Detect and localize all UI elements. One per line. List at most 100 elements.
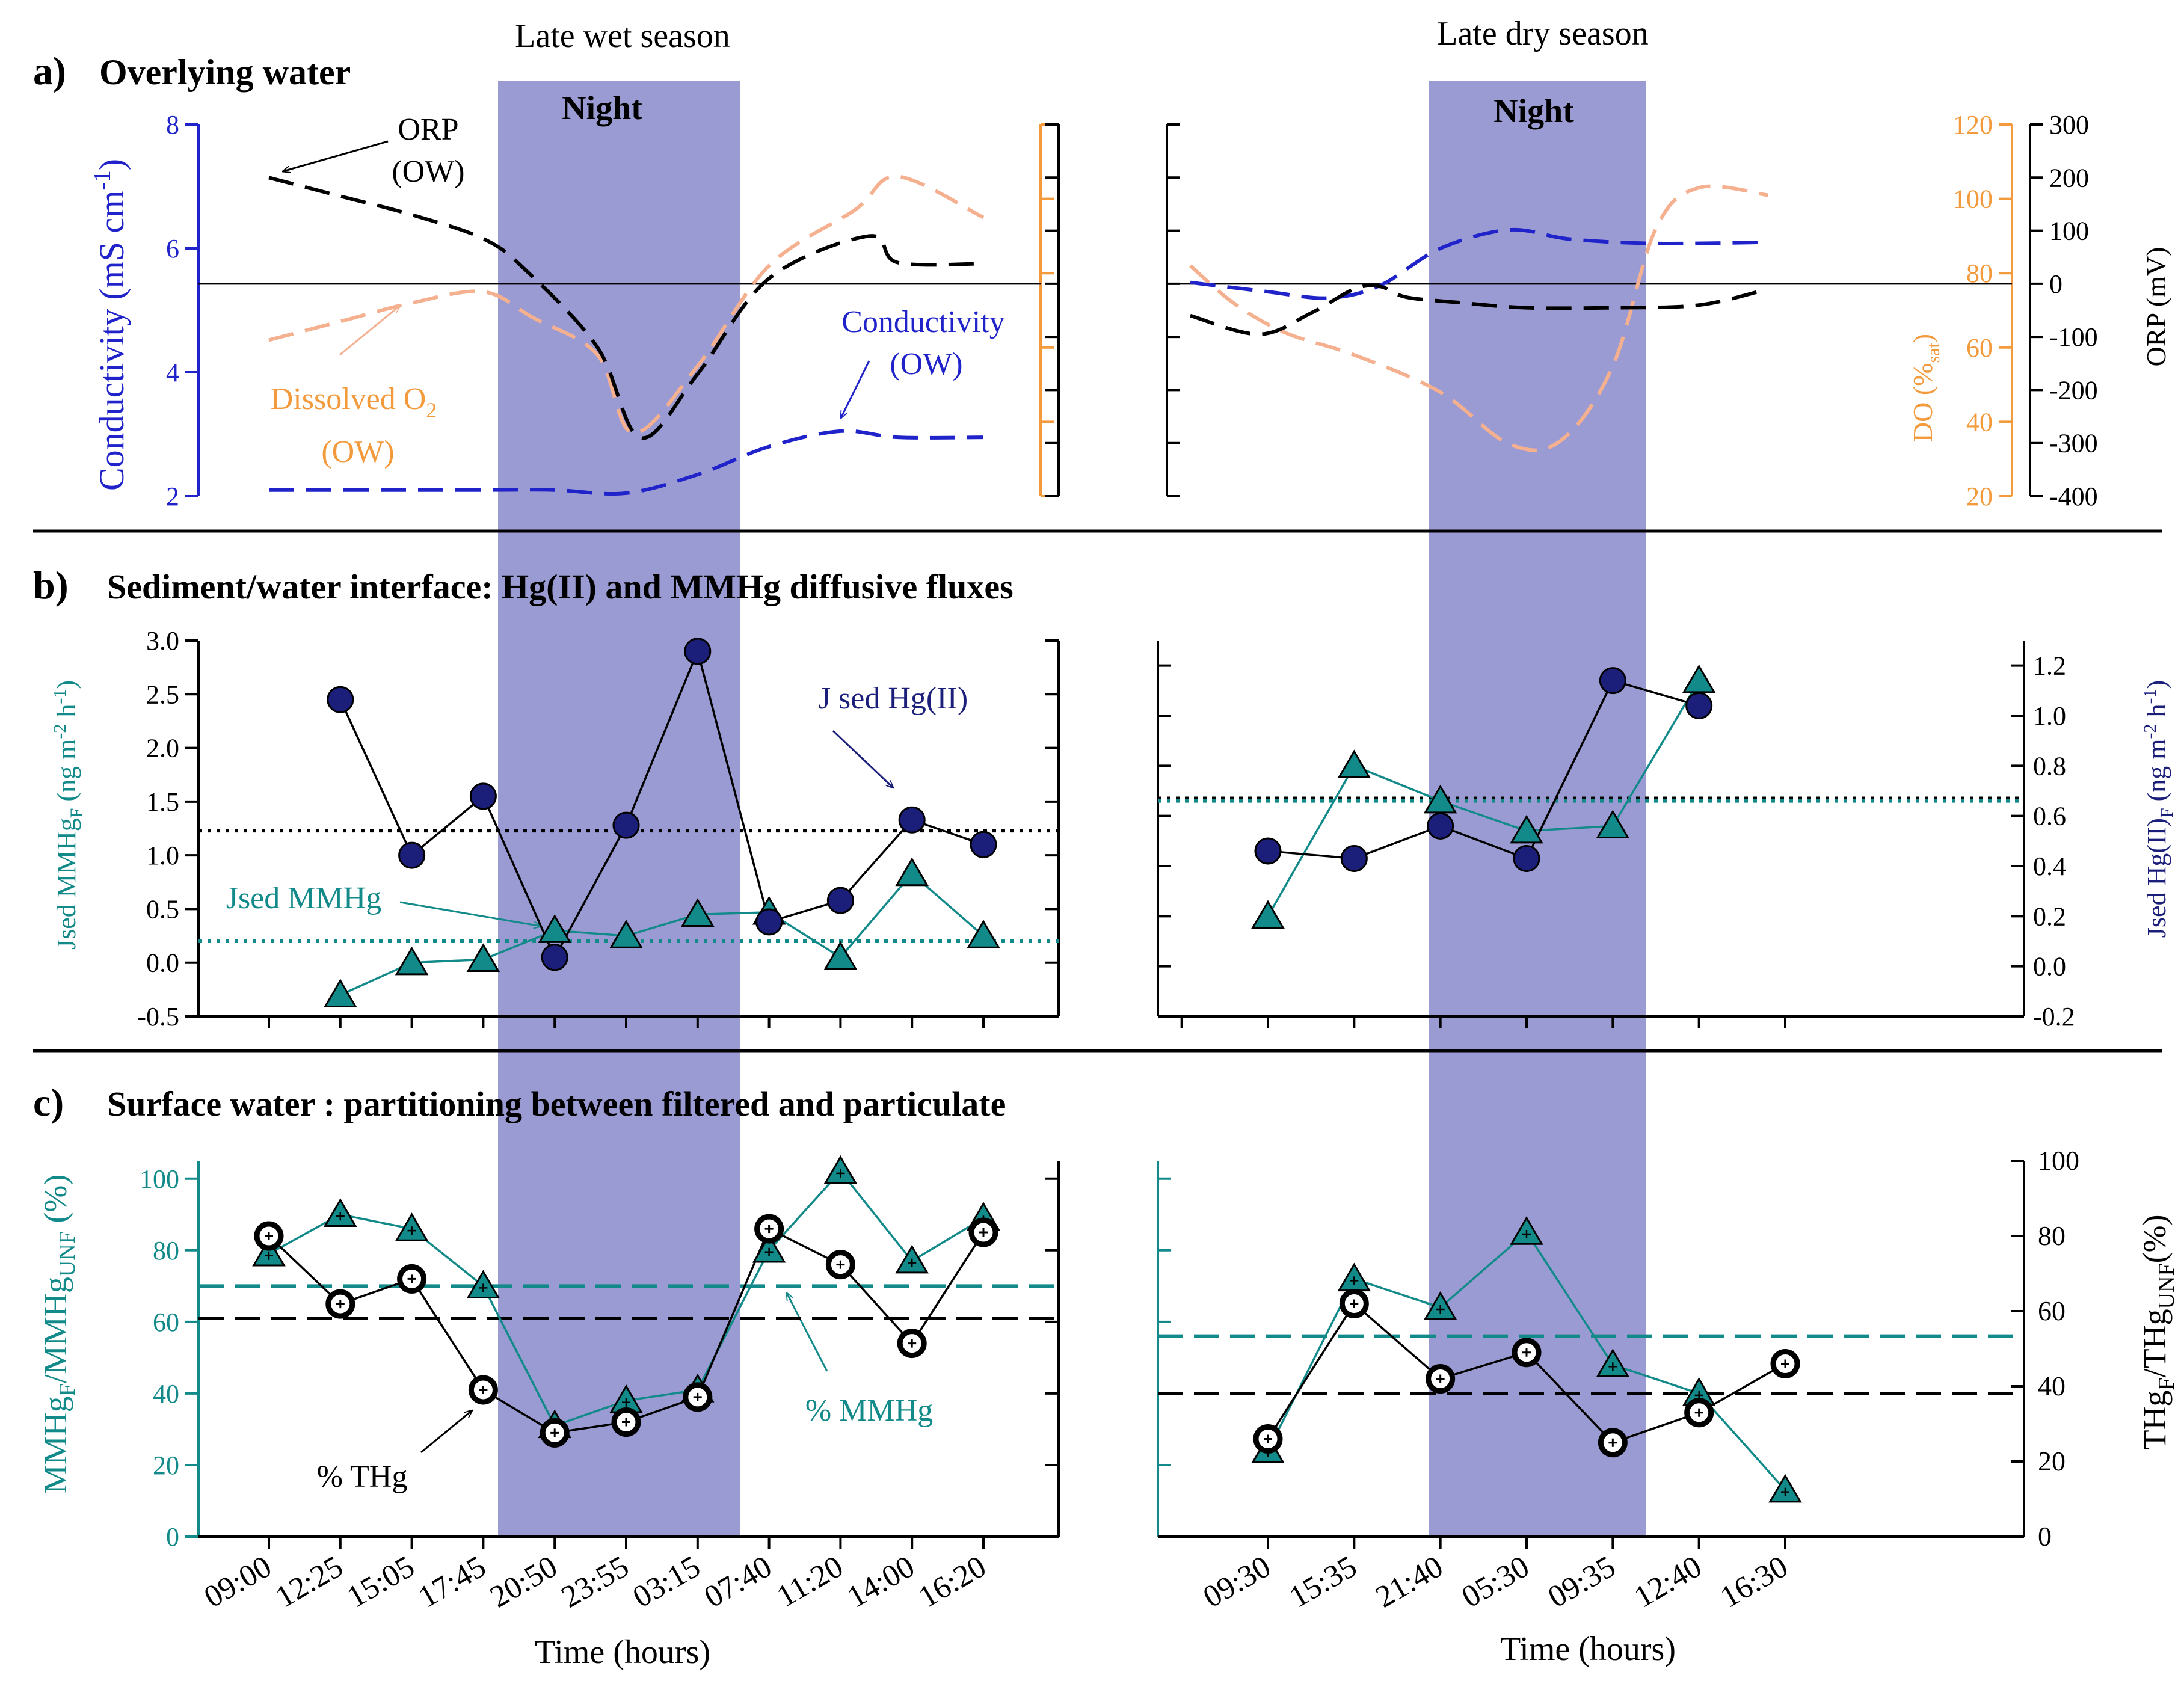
do-axis-label-sub: sat xyxy=(1924,343,1943,363)
jsed-hg-axis-label-end3: ) xyxy=(2142,680,2171,689)
oxygen-series-wet xyxy=(268,174,985,435)
orp-axis-tick-label: -400 xyxy=(2049,482,2098,511)
do-axis-label-end: ) xyxy=(1907,334,1938,343)
night-label-dry: Night xyxy=(1493,93,1574,130)
jsed-hg-axis-label: Jsed Hg(II)F (ng m-2 h-1) xyxy=(2140,680,2177,938)
jsed-mmhg-axis-tick-label: 2.5 xyxy=(146,680,179,709)
jsed-mmhg-axis-tick-label: 1.0 xyxy=(146,841,179,870)
thg-ratio-axis-tick-label: 20 xyxy=(2038,1446,2066,1477)
jsed-hg-point xyxy=(1513,845,1540,872)
orp-series-dry xyxy=(1190,283,1768,336)
jsed-hg-annotation: J sed Hg(II) xyxy=(819,681,968,716)
thg-pct-point-cross xyxy=(1694,1408,1703,1417)
mmhg-pct-point-cross xyxy=(1436,1305,1445,1314)
thg-ratio-axis-tick-label: 80 xyxy=(2038,1220,2066,1251)
thg-ratio-axis-label-sub: F xyxy=(2154,1377,2179,1390)
jsed-mmhg-point xyxy=(967,920,1000,948)
oxygen-annotation-arrow xyxy=(339,306,400,356)
jsed-hg-axis-label-end2: h xyxy=(2142,704,2171,724)
jsed-hg-point xyxy=(612,811,640,839)
do-axis-label-main: DO (% xyxy=(1907,363,1938,443)
column-title-wet: Late wet season xyxy=(515,17,730,55)
orp-axis-tick-label: -300 xyxy=(2049,429,2098,458)
thg-pct-point-cross xyxy=(1522,1348,1531,1357)
orp-annotation-line1: ORP xyxy=(398,112,458,147)
conductivity-axis-label-sup: -1 xyxy=(88,170,115,190)
jsed-mmhg-annotation-arrow xyxy=(399,901,541,926)
column-title-dry: Late dry season xyxy=(1437,15,1648,52)
thg-pct-point-cross xyxy=(1436,1374,1445,1383)
jsed-mmhg-axis-label-sub: F xyxy=(67,808,87,819)
jsed-hg-line-wet xyxy=(339,648,984,960)
panel-b-letter: b) xyxy=(33,564,69,607)
jsed-mmhg-axis-tick-label: -0.5 xyxy=(137,1002,179,1031)
jsed-mmhg-point xyxy=(1596,810,1630,839)
jsed-hg-axis-tick-label: 0.8 xyxy=(2033,751,2066,781)
jsed-hg-axis-label-sup: -2 xyxy=(2140,724,2160,739)
jsed-hg-point xyxy=(1685,692,1713,719)
oxygen-annotation-sub: 2 xyxy=(426,398,437,422)
thg-annotation: % THg xyxy=(317,1460,408,1494)
jsed-mmhg-axis-label-sup2: -1 xyxy=(50,689,70,704)
orp-axis-tick-label: 100 xyxy=(2049,217,2089,246)
jsed-hg-axis-tick-label: -0.2 xyxy=(2033,1002,2075,1031)
thg-pct-point-cross xyxy=(764,1225,774,1234)
mmhg-pct-point-cross xyxy=(1350,1276,1359,1285)
jsed-hg-axis-label-sup2: -1 xyxy=(2140,689,2160,704)
thg-pct-point-cross xyxy=(1350,1299,1359,1308)
mmhg-annotation: % MMHg xyxy=(805,1394,933,1428)
do-axis-tick-label: 100 xyxy=(1953,185,1993,214)
do-axis-tick-label: 20 xyxy=(1966,482,1993,511)
mmhg-pct-point-cross xyxy=(764,1247,774,1256)
thg-annotation-arrow xyxy=(420,1410,472,1454)
plot-layer: 246820406080100120-400-300-200-100010020… xyxy=(137,110,2097,1615)
conductivity-annotation-line1: Conductivity xyxy=(841,305,1005,339)
jsed-mmhg-point xyxy=(323,979,357,1007)
mmhg-pct-point-cross xyxy=(1608,1362,1617,1371)
mmhg-ratio-axis-label-end2: (%) xyxy=(37,1175,73,1231)
jsed-mmhg-point xyxy=(395,946,429,976)
jsed-hg-point xyxy=(1599,667,1626,695)
mmhg-pct-point-cross xyxy=(908,1258,917,1267)
conductivity-series-dry xyxy=(1190,227,1768,300)
jsed-hg-point xyxy=(327,686,354,713)
night-label-wet: Night xyxy=(562,90,642,127)
jsed-hg-axis-label-end: (ng m xyxy=(2142,739,2171,808)
mmhg-ratio-axis-tick-label: 80 xyxy=(153,1236,179,1265)
jsed-mmhg-point xyxy=(609,920,643,948)
jsed-hg-annotation-arrow xyxy=(832,730,893,788)
conductivity-axis-label-main: Conductivity (mS cm xyxy=(92,191,131,491)
mmhg-ratio-axis-label-sub2: UNF xyxy=(55,1231,80,1277)
jsed-hg-point xyxy=(826,887,854,914)
conductivity-axis-tick-label: 4 xyxy=(166,358,179,387)
conductivity-axis-tick-label: 6 xyxy=(166,234,179,263)
oxygen-series-dry xyxy=(1189,184,1768,452)
oxygen-annotation-line1: Dissolved O2 xyxy=(271,382,437,422)
thg-pct-point-cross xyxy=(479,1385,488,1394)
conductivity-axis-label-end: ) xyxy=(92,159,131,170)
jsed-mmhg-point xyxy=(823,941,858,970)
orp-axis-tick-label: -200 xyxy=(2049,375,2098,405)
orp-annotation-line2: (OW) xyxy=(392,155,464,189)
thg-pct-point-cross xyxy=(336,1300,345,1309)
panel-a-title: Overlying water xyxy=(99,52,351,92)
thg-pct-point-cross xyxy=(1264,1434,1272,1443)
jsed-hg-axis-label-main: Jsed Hg(II) xyxy=(2142,818,2171,938)
thg-pct-point-cross xyxy=(265,1232,273,1240)
jsed-hg-point xyxy=(970,831,997,858)
panel-b-title: Sediment/water interface: Hg(II) and MMH… xyxy=(107,567,1014,606)
do-axis-label: DO (%sat) xyxy=(1907,334,1943,442)
thg-pct-point-cross xyxy=(550,1428,559,1437)
orp-axis-tick-label: 200 xyxy=(2049,163,2089,192)
jsed-mmhg-annotation: Jsed MMHg xyxy=(226,881,382,915)
x-axis-title-wet: Time (hours) xyxy=(535,1633,710,1671)
mmhg-pct-point-cross xyxy=(407,1226,416,1235)
jsed-mmhg-axis-label-end2: h xyxy=(52,704,81,724)
jsed-hg-axis-label-sub: F xyxy=(2157,808,2177,818)
jsed-mmhg-axis-tick-label: 0.5 xyxy=(146,894,179,924)
jsed-hg-point xyxy=(469,782,497,810)
mmhg-pct-point-cross xyxy=(622,1398,630,1407)
jsed-mmhg-axis-label: Jsed MMHgF (ng m-2 h-1) xyxy=(50,680,87,950)
conductivity-annotation-arrow xyxy=(841,360,870,418)
orp-axis-tick-label: 0 xyxy=(2049,269,2062,299)
